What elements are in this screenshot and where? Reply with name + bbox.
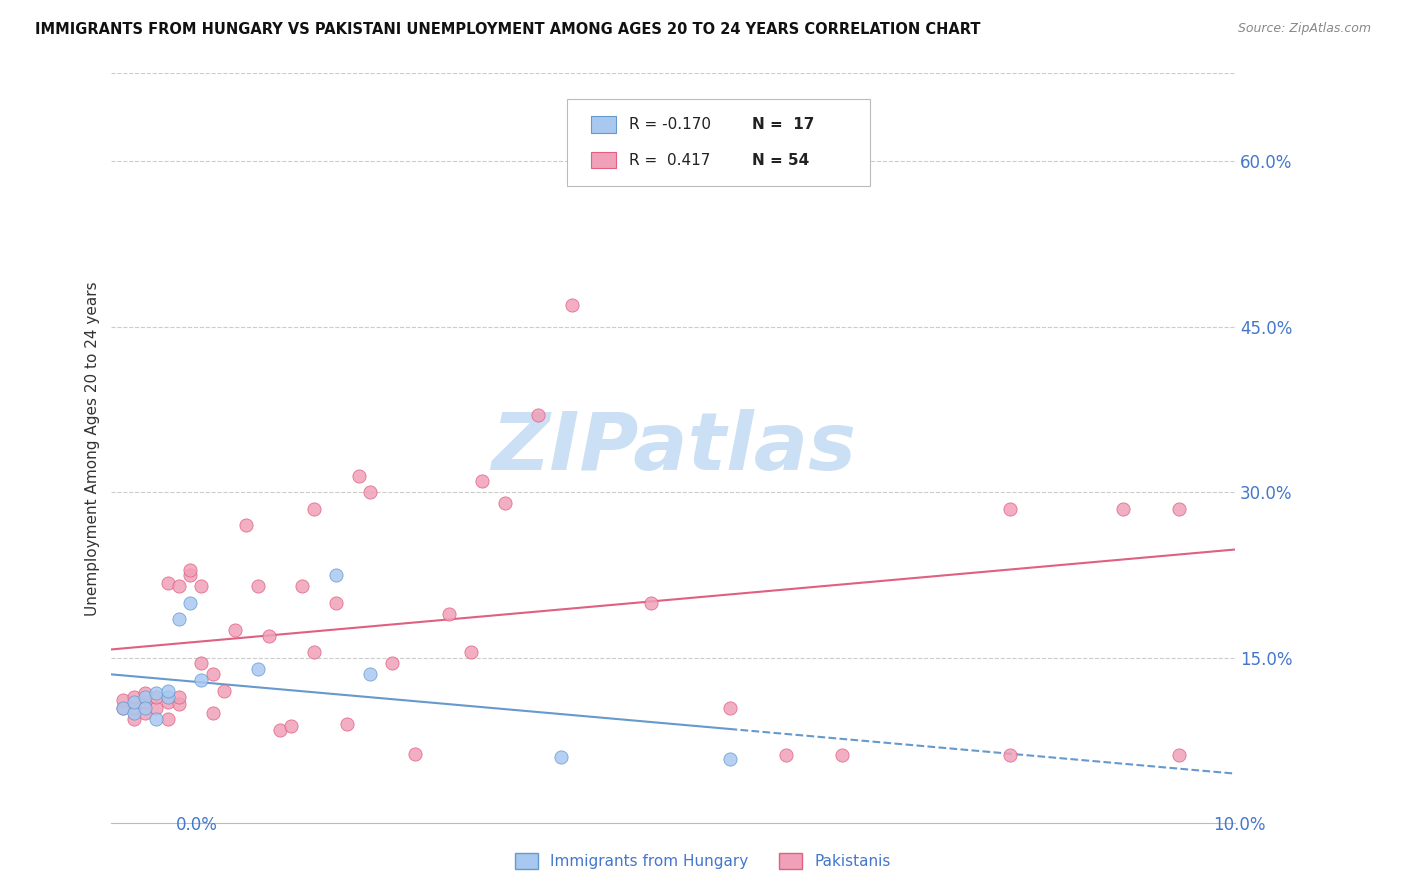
Point bbox=[494, 496, 516, 510]
Point bbox=[1000, 502, 1022, 516]
Point bbox=[212, 684, 235, 698]
Text: N =  17: N = 17 bbox=[752, 117, 814, 132]
Point bbox=[1000, 747, 1022, 762]
Point bbox=[201, 706, 224, 720]
Point bbox=[1168, 502, 1191, 516]
Bar bbox=[592, 152, 616, 169]
Bar bbox=[592, 116, 616, 133]
Text: ZIPatlas: ZIPatlas bbox=[491, 409, 856, 487]
Point bbox=[224, 624, 246, 638]
Point bbox=[718, 752, 741, 766]
Point bbox=[269, 723, 291, 737]
Point bbox=[122, 695, 145, 709]
Point bbox=[1168, 747, 1191, 762]
Point bbox=[122, 700, 145, 714]
Point bbox=[190, 657, 212, 671]
Point bbox=[167, 579, 190, 593]
Point bbox=[156, 690, 179, 704]
Point bbox=[325, 568, 347, 582]
Point bbox=[347, 468, 370, 483]
Point bbox=[201, 667, 224, 681]
Point bbox=[381, 657, 404, 671]
Point bbox=[134, 706, 156, 720]
Point bbox=[527, 408, 550, 422]
Point bbox=[1112, 502, 1135, 516]
Point bbox=[167, 612, 190, 626]
Point bbox=[111, 700, 134, 714]
Point bbox=[179, 596, 201, 610]
Point bbox=[246, 662, 269, 676]
Point bbox=[134, 700, 156, 714]
FancyBboxPatch shape bbox=[567, 99, 870, 186]
Point bbox=[235, 518, 257, 533]
Point bbox=[718, 700, 741, 714]
Point bbox=[831, 747, 853, 762]
Point bbox=[246, 579, 269, 593]
Point bbox=[257, 629, 280, 643]
Point bbox=[359, 667, 381, 681]
Point bbox=[145, 712, 167, 726]
Text: R = -0.170: R = -0.170 bbox=[630, 117, 711, 132]
Text: N = 54: N = 54 bbox=[752, 153, 810, 168]
Point bbox=[156, 712, 179, 726]
Point bbox=[775, 747, 797, 762]
Point bbox=[145, 700, 167, 714]
Point bbox=[156, 575, 179, 590]
Point bbox=[167, 690, 190, 704]
Point bbox=[111, 693, 134, 707]
Point bbox=[550, 750, 572, 764]
Point bbox=[561, 298, 583, 312]
Text: IMMIGRANTS FROM HUNGARY VS PAKISTANI UNEMPLOYMENT AMONG AGES 20 TO 24 YEARS CORR: IMMIGRANTS FROM HUNGARY VS PAKISTANI UNE… bbox=[35, 22, 980, 37]
Legend: Immigrants from Hungary, Pakistanis: Immigrants from Hungary, Pakistanis bbox=[509, 847, 897, 875]
Point bbox=[325, 596, 347, 610]
Point bbox=[291, 579, 314, 593]
Text: 0.0%: 0.0% bbox=[176, 816, 218, 834]
Point bbox=[179, 568, 201, 582]
Point bbox=[156, 695, 179, 709]
Point bbox=[190, 579, 212, 593]
Point bbox=[134, 686, 156, 700]
Point bbox=[156, 684, 179, 698]
Point bbox=[583, 127, 606, 141]
Point bbox=[167, 698, 190, 712]
Point bbox=[145, 686, 167, 700]
Point bbox=[359, 485, 381, 500]
Point bbox=[111, 700, 134, 714]
Point bbox=[404, 747, 426, 761]
Text: Source: ZipAtlas.com: Source: ZipAtlas.com bbox=[1237, 22, 1371, 36]
Point bbox=[280, 719, 302, 733]
Text: R =  0.417: R = 0.417 bbox=[630, 153, 711, 168]
Point bbox=[640, 596, 662, 610]
Point bbox=[122, 706, 145, 720]
Point bbox=[460, 645, 482, 659]
Point bbox=[122, 712, 145, 726]
Point bbox=[302, 502, 325, 516]
Point bbox=[471, 475, 494, 489]
Point bbox=[179, 563, 201, 577]
Point bbox=[190, 673, 212, 687]
Y-axis label: Unemployment Among Ages 20 to 24 years: Unemployment Among Ages 20 to 24 years bbox=[86, 281, 100, 615]
Text: 10.0%: 10.0% bbox=[1213, 816, 1265, 834]
Point bbox=[122, 690, 145, 704]
Point bbox=[437, 607, 460, 621]
Point bbox=[302, 645, 325, 659]
Point bbox=[134, 690, 156, 704]
Point bbox=[145, 690, 167, 704]
Point bbox=[336, 717, 359, 731]
Point bbox=[134, 695, 156, 709]
